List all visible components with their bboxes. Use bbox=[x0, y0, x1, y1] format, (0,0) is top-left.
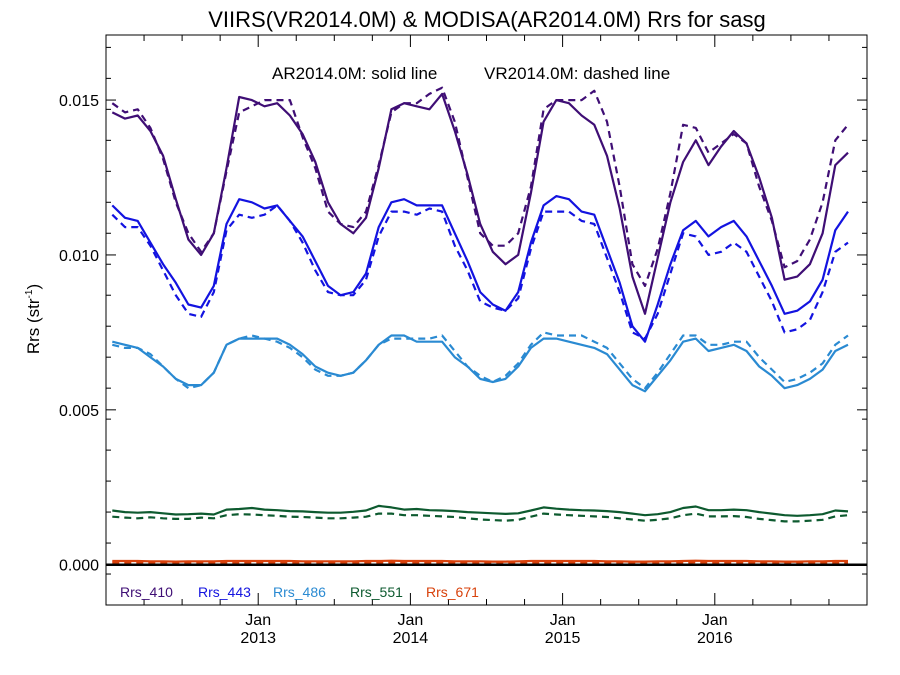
rrs-551-dashed-line bbox=[112, 512, 849, 523]
series-layer bbox=[111, 86, 849, 565]
x-tick-year-label: 2013 bbox=[240, 630, 276, 647]
rrs-443-solid-line bbox=[111, 195, 849, 343]
rrs-551-solid-line bbox=[112, 504, 849, 517]
legend-item-rrs-551: Rrs_551 bbox=[350, 584, 403, 600]
solid-line-annotation: AR2014.0M: solid line bbox=[272, 64, 437, 83]
axes-layer: 0.0000.0050.0100.015Jan2013Jan2014Jan201… bbox=[59, 34, 868, 647]
legend-item-rrs-486: Rrs_486 bbox=[273, 584, 326, 600]
rrs-671-dashed-line bbox=[112, 561, 848, 565]
x-tick-month-label: Jan bbox=[245, 612, 271, 629]
rrs-486-dashed-line bbox=[112, 331, 849, 390]
y-tick-label: 0.015 bbox=[59, 93, 99, 110]
x-tick-month-label: Jan bbox=[702, 612, 728, 629]
legend: Rrs_410 Rrs_443 Rrs_486 Rrs_551 Rrs_671 bbox=[120, 584, 479, 600]
dashed-line-annotation: VR2014.0M: dashed line bbox=[484, 64, 670, 83]
x-tick-month-label: Jan bbox=[550, 612, 576, 629]
rrs-410-dashed-line bbox=[111, 86, 849, 287]
legend-item-rrs-410: Rrs_410 bbox=[120, 584, 173, 600]
x-tick-year-label: 2014 bbox=[393, 630, 429, 647]
rrs-671-solid-line bbox=[112, 559, 848, 563]
x-tick-year-label: 2016 bbox=[697, 630, 733, 647]
legend-item-rrs-443: Rrs_443 bbox=[198, 584, 251, 600]
x-tick-year-label: 2015 bbox=[545, 630, 581, 647]
legend-item-rrs-671: Rrs_671 bbox=[426, 584, 479, 600]
x-tick-month-label: Jan bbox=[398, 612, 424, 629]
chart-title: VIIRS(VR2014.0M) & MODISA(AR2014.0M) Rrs… bbox=[208, 7, 766, 32]
y-tick-label: 0.010 bbox=[59, 248, 99, 265]
y-tick-label: 0.000 bbox=[59, 558, 99, 575]
y-axis-label: Rrs (str-1) bbox=[24, 284, 43, 354]
y-tick-label: 0.005 bbox=[59, 403, 99, 420]
